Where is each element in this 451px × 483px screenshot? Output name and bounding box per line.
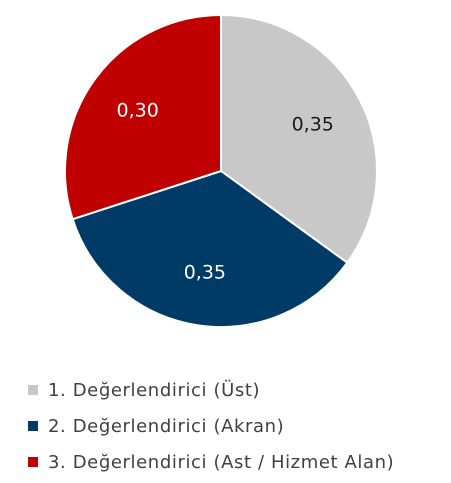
legend-swatch-3: [28, 457, 38, 467]
pie-slice-2: [71, 170, 349, 328]
data-label-3: 0,30: [117, 99, 159, 121]
pie-slice-3: [64, 14, 222, 221]
legend-item-1: 1. Değerlendirici (Üst): [28, 372, 394, 408]
legend-item-2: 2. Değerlendirici (Akran): [28, 408, 394, 444]
legend-item-3: 3. Değerlendirici (Ast / Hizmet Alan): [28, 444, 394, 480]
pie-slices: [64, 14, 378, 328]
chart-legend: 1. Değerlendirici (Üst) 2. Değerlendirici…: [28, 372, 394, 480]
pie-data-labels: 0,35 0,35 0,30: [117, 99, 334, 283]
pie-slice-1: [220, 14, 378, 264]
legend-swatch-1: [28, 385, 38, 395]
data-label-1: 0,35: [292, 113, 334, 135]
legend-swatch-2: [28, 421, 38, 431]
legend-label-3: 3. Değerlendirici (Ast / Hizmet Alan): [48, 451, 395, 473]
legend-label-1: 1. Değerlendirici (Üst): [48, 379, 261, 401]
legend-label-2: 2. Değerlendirici (Akran): [48, 415, 285, 437]
data-label-2: 0,35: [184, 262, 226, 284]
